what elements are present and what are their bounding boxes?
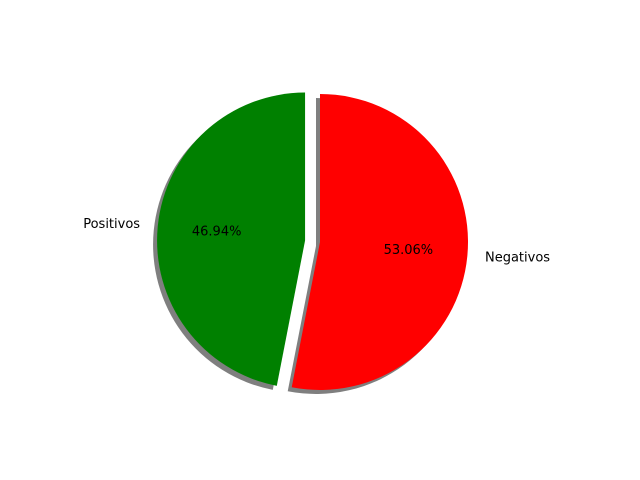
slices	[157, 92, 469, 390]
slice-label-negativos: Negativos	[485, 250, 550, 265]
slice-label-positivos: Positivos	[83, 217, 140, 232]
slice-labels: Positivos 46.94% Negativos 53.06%	[83, 217, 550, 265]
slice-positivos	[157, 92, 306, 386]
slice-percent-negativos: 53.06%	[384, 243, 434, 258]
slice-percent-positivos: 46.94%	[192, 225, 242, 240]
slice-negativos	[291, 94, 469, 390]
